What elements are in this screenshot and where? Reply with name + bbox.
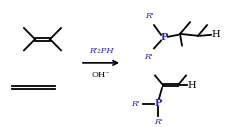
Text: OH⁻: OH⁻: [92, 71, 110, 79]
Text: P: P: [154, 99, 162, 108]
Text: R’₂PH: R’₂PH: [89, 47, 113, 55]
Text: R': R': [132, 99, 140, 107]
Text: P: P: [160, 33, 168, 42]
Text: H: H: [188, 81, 196, 90]
Text: R': R': [145, 12, 153, 20]
Text: H: H: [212, 30, 220, 39]
Text: R': R': [154, 118, 162, 126]
Text: R': R': [144, 53, 152, 61]
